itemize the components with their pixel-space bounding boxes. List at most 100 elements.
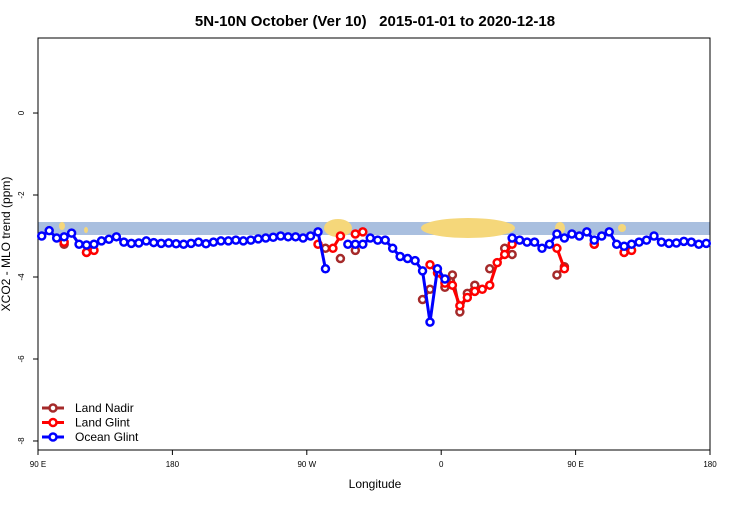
data-point	[216, 236, 226, 246]
data-point	[89, 239, 99, 249]
data-point	[664, 238, 674, 249]
data-point	[148, 237, 159, 248]
data-point	[432, 264, 443, 274]
series-line	[423, 248, 625, 312]
y-tick-label: -6	[17, 355, 26, 363]
data-point	[529, 237, 540, 247]
data-point	[447, 270, 458, 280]
data-point	[305, 231, 316, 241]
data-point	[559, 233, 570, 243]
data-point	[641, 235, 652, 245]
x-tick-label: 90 W	[297, 460, 316, 469]
data-point	[163, 238, 174, 248]
legend-marker	[48, 417, 58, 428]
legend-label: Ocean Glint	[75, 430, 139, 444]
data-point	[335, 231, 346, 241]
data-point	[499, 249, 510, 260]
data-point	[59, 232, 69, 242]
chart-title: 5N-10N October (Ver 10) 2015-01-01 to 20…	[195, 13, 555, 30]
data-point	[455, 300, 465, 311]
data-point	[596, 231, 607, 241]
data-point	[358, 227, 368, 237]
data-point	[507, 233, 517, 243]
data-point	[387, 243, 398, 254]
data-point	[701, 238, 712, 249]
data-point	[440, 274, 450, 284]
data-point	[253, 234, 264, 244]
data-point	[567, 229, 577, 239]
data-point	[447, 280, 458, 290]
map-strip	[38, 218, 710, 238]
data-point	[186, 238, 196, 249]
data-point	[81, 247, 92, 258]
y-tick-label: -2	[17, 191, 26, 199]
data-point	[619, 241, 629, 252]
data-point	[51, 233, 62, 243]
data-point	[126, 238, 137, 249]
data-point	[335, 253, 346, 264]
y-axis-label: XCO2 - MLO trend (ppm)	[0, 177, 13, 312]
data-point	[231, 235, 241, 245]
data-point	[694, 239, 704, 249]
data-point	[484, 264, 495, 274]
data-point	[611, 239, 622, 249]
data-point	[156, 238, 166, 249]
data-point	[470, 286, 480, 297]
data-point	[260, 233, 271, 243]
data-point	[552, 229, 562, 239]
legend-label: Land Nadir	[75, 401, 134, 415]
data-point	[634, 237, 644, 247]
data-point	[283, 232, 293, 242]
x-tick-label: 90 E	[30, 460, 46, 469]
legend-marker	[48, 403, 58, 413]
data-point	[290, 232, 301, 242]
data-point	[522, 237, 532, 247]
x-tick-label: 180	[703, 460, 717, 469]
data-point	[343, 239, 353, 249]
data-point	[66, 228, 77, 238]
y-tick-label: -4	[17, 273, 26, 281]
data-point	[193, 237, 204, 247]
data-point	[178, 239, 189, 249]
data-point	[350, 239, 361, 249]
data-point	[671, 238, 682, 248]
data-point	[462, 292, 473, 303]
data-point	[365, 233, 376, 243]
data-point	[44, 225, 54, 236]
data-point	[141, 236, 152, 246]
x-tick-label: 90 E	[567, 460, 583, 469]
data-point	[574, 231, 585, 241]
data-point	[492, 257, 502, 268]
data-point	[425, 317, 435, 327]
legend-label: Land Glint	[75, 416, 130, 430]
y-tick-label: 0	[17, 110, 26, 115]
y-tick-label: -8	[17, 437, 26, 445]
data-point	[425, 259, 435, 270]
data-point	[559, 264, 570, 274]
data-point	[134, 238, 144, 248]
data-point	[36, 231, 47, 241]
data-point	[298, 233, 308, 243]
data-point	[380, 235, 390, 245]
data-point	[74, 239, 84, 249]
data-point	[81, 240, 92, 250]
data-point	[604, 227, 614, 237]
data-point	[425, 284, 435, 295]
data-point	[589, 235, 600, 245]
data-point	[417, 266, 428, 276]
data-point	[686, 237, 697, 247]
data-point	[372, 235, 383, 245]
data-point	[537, 243, 547, 254]
data-point	[679, 236, 689, 247]
x-tick-label: 180	[166, 460, 180, 469]
data-point	[246, 235, 256, 245]
x-axis-label: Longitude	[349, 477, 402, 491]
data-point	[507, 249, 517, 260]
data-point	[552, 270, 562, 280]
data-point	[171, 239, 181, 249]
data-point	[626, 239, 637, 249]
data-point	[402, 253, 413, 264]
data-point	[201, 239, 211, 249]
